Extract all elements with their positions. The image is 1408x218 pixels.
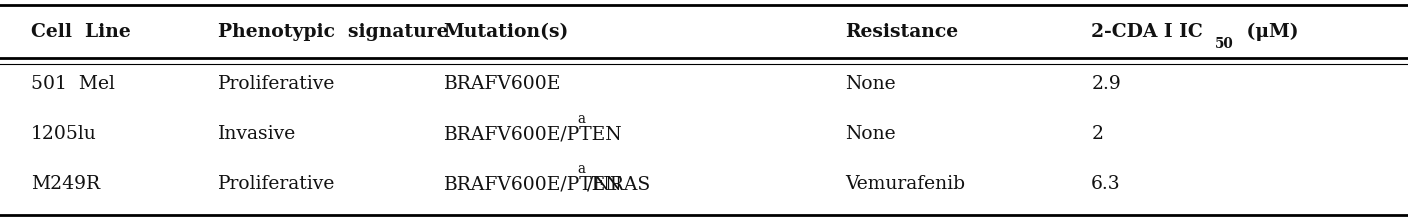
Text: 2: 2 — [1091, 125, 1104, 143]
Text: a: a — [577, 162, 586, 176]
Text: Vemurafenib: Vemurafenib — [845, 175, 964, 193]
Text: 2-CDA I IC: 2-CDA I IC — [1091, 23, 1202, 41]
Text: Proliferative: Proliferative — [218, 175, 335, 193]
Text: Cell  Line: Cell Line — [31, 23, 131, 41]
Text: 50: 50 — [1215, 37, 1233, 51]
Text: Proliferative: Proliferative — [218, 75, 335, 93]
Text: BRAFV600E: BRAFV600E — [444, 75, 560, 93]
Text: 501  Mel: 501 Mel — [31, 75, 115, 93]
Text: 1205lu: 1205lu — [31, 125, 97, 143]
Text: (μM): (μM) — [1240, 22, 1300, 41]
Text: M249R: M249R — [31, 175, 100, 193]
Text: a: a — [577, 112, 586, 126]
Text: Resistance: Resistance — [845, 23, 957, 41]
Text: None: None — [845, 75, 895, 93]
Text: Mutation(s): Mutation(s) — [444, 23, 569, 41]
Text: BRAFV600E/PTEN: BRAFV600E/PTEN — [444, 125, 622, 143]
Text: /NRAS: /NRAS — [587, 175, 650, 193]
Text: None: None — [845, 125, 895, 143]
Text: Phenotypic  signature: Phenotypic signature — [218, 23, 449, 41]
Text: 6.3: 6.3 — [1091, 175, 1121, 193]
Text: Invasive: Invasive — [218, 125, 297, 143]
Text: 2.9: 2.9 — [1091, 75, 1121, 93]
Text: BRAFV600E/PTEN: BRAFV600E/PTEN — [444, 175, 622, 193]
